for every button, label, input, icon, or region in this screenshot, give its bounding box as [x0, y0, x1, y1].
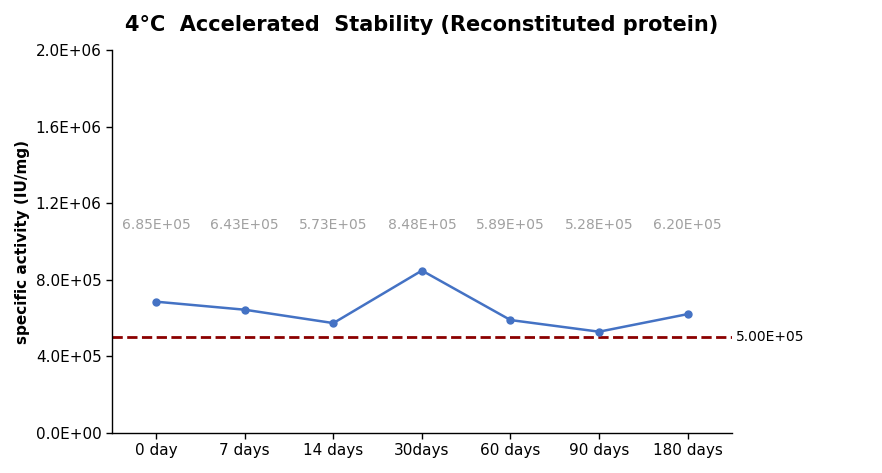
Text: 5.00E+05: 5.00E+05	[736, 330, 804, 344]
Text: 6.85E+05: 6.85E+05	[122, 218, 191, 232]
Text: 8.48E+05: 8.48E+05	[387, 218, 456, 232]
Y-axis label: specific activity (IU/mg): specific activity (IU/mg)	[15, 140, 30, 343]
Text: 6.43E+05: 6.43E+05	[211, 218, 279, 232]
Text: 5.28E+05: 5.28E+05	[564, 218, 633, 232]
Text: 5.89E+05: 5.89E+05	[476, 218, 545, 232]
Text: 5.73E+05: 5.73E+05	[299, 218, 368, 232]
Title: 4°C  Accelerated  Stability (Reconstituted protein): 4°C Accelerated Stability (Reconstituted…	[125, 15, 719, 35]
Text: 6.20E+05: 6.20E+05	[654, 218, 721, 232]
